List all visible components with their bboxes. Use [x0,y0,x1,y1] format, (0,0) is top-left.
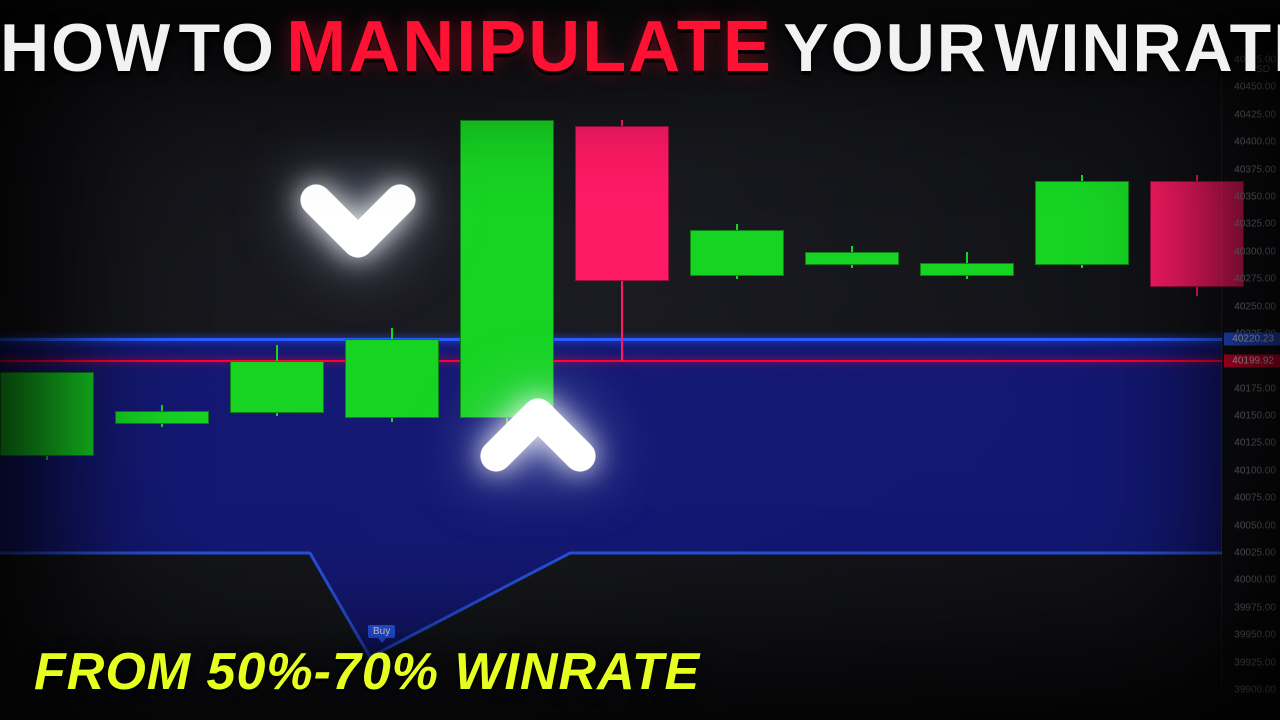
headline-accent-word: MANIPULATE [286,6,773,88]
axis-tick: 40100.00 [1234,465,1276,476]
candle [805,0,899,720]
axis-tick: 40325.00 [1234,219,1276,230]
chevron-up-icon [478,390,598,480]
candle [920,0,1014,720]
axis-tick: 40275.00 [1234,274,1276,285]
axis-tick: 40375.00 [1234,164,1276,175]
axis-tick: 40050.00 [1234,520,1276,531]
axis-tick: 40150.00 [1234,411,1276,422]
axis-tick: 39975.00 [1234,602,1276,613]
candle [115,0,209,720]
axis-tick: 39900.00 [1234,685,1276,696]
axis-tick: 40425.00 [1234,109,1276,120]
axis-tick: 39950.00 [1234,630,1276,641]
axis-tick: 40400.00 [1234,137,1276,148]
axis-tick: 40250.00 [1234,301,1276,312]
candle [230,0,324,720]
headline-word: TO [179,9,276,87]
axis-tick: 40075.00 [1234,493,1276,504]
candle [1035,0,1129,720]
price-badge: 40199.92 [1224,355,1280,368]
headline: HOW TO MANIPULATE YOUR WINRATE [0,6,1280,88]
axis-tick: 40025.00 [1234,548,1276,559]
candle [0,0,94,720]
axis-tick: 40300.00 [1234,246,1276,257]
price-axis: 39900.0039925.0039950.0039975.0040000.00… [1221,60,1280,690]
axis-tick: 39925.00 [1234,657,1276,668]
chevron-down-icon [298,176,418,266]
candle [345,0,439,720]
candle [690,0,784,720]
axis-tick: 40125.00 [1234,438,1276,449]
axis-tick: 40000.00 [1234,575,1276,586]
price-badge: 40220.23 [1224,333,1280,346]
subline: FROM 50%-70% WINRATE [34,642,700,702]
axis-tick: 40175.00 [1234,383,1276,394]
candle [460,0,554,720]
headline-word: WINRATE [994,9,1280,87]
candle [575,0,669,720]
headline-word: HOW [0,9,172,87]
buy-marker: Buy [368,625,395,638]
axis-tick: 40350.00 [1234,191,1276,202]
headline-word: YOUR [783,9,987,87]
buy-marker-label: Buy [373,626,390,637]
